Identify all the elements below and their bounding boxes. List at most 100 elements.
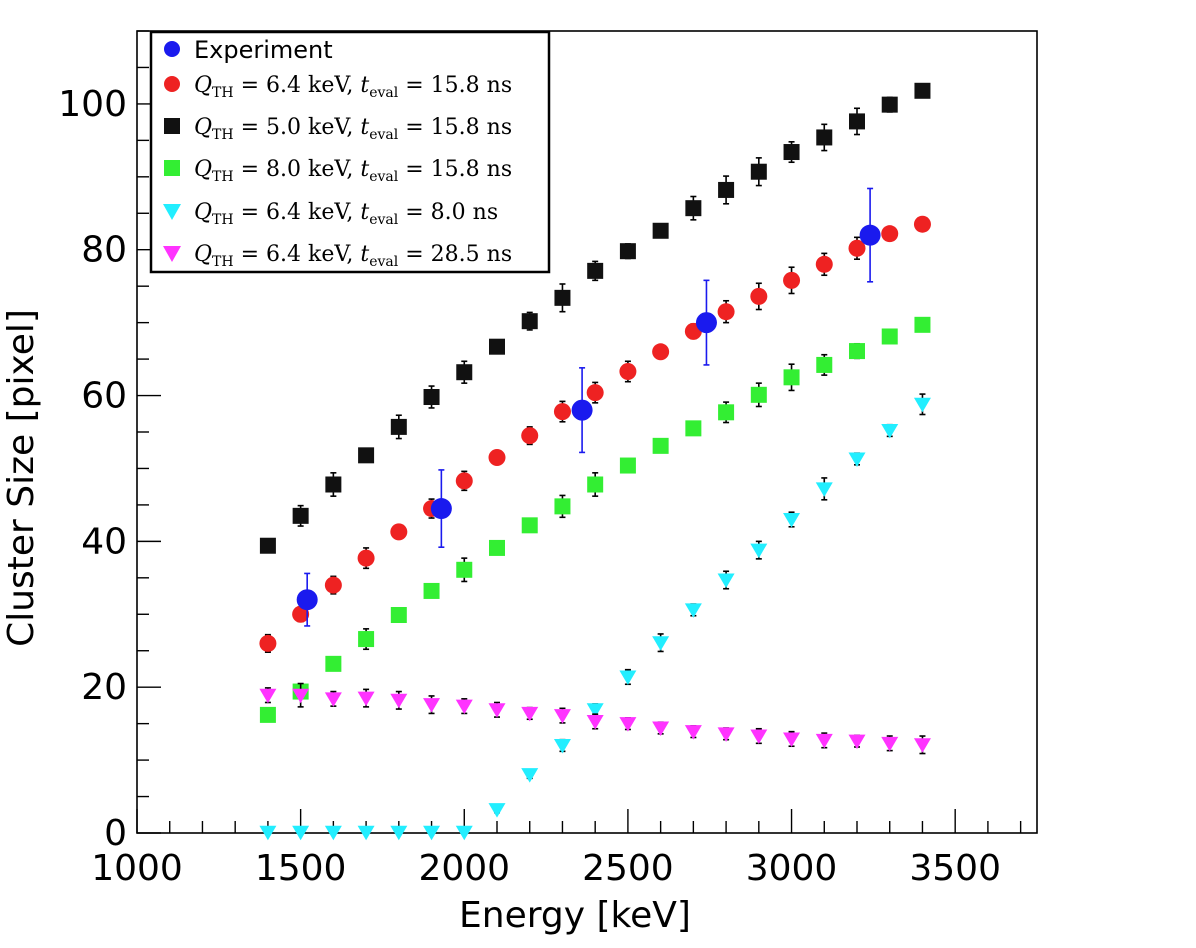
x-tick-label: 1500 bbox=[255, 848, 347, 889]
legend-entry-sim-8-0-15-8: QTH = 8.0 keV, teval = 15.8 ns bbox=[164, 157, 512, 185]
data-point bbox=[685, 420, 702, 437]
legend: Experiment QTH = 6.4 keV, teval = 15.8 n… bbox=[149, 30, 551, 274]
data-point bbox=[619, 670, 637, 685]
legend-entry-sim-6-4-28-5: QTH = 6.4 keV, teval = 28.5 ns bbox=[163, 242, 512, 270]
data-point bbox=[553, 709, 571, 724]
data-point bbox=[292, 507, 309, 524]
legend-entry-experiment: Experiment bbox=[164, 36, 333, 64]
series-1 bbox=[259, 215, 931, 653]
data-point bbox=[750, 729, 768, 745]
data-point bbox=[684, 725, 702, 740]
data-point bbox=[750, 287, 768, 305]
legend-label-sim-5-0-15-8: QTH = 5.0 keV, teval = 15.8 ns bbox=[194, 115, 512, 143]
data-point bbox=[292, 825, 310, 841]
data-point bbox=[881, 736, 899, 752]
data-point bbox=[816, 129, 833, 146]
data-point bbox=[815, 255, 833, 273]
data-point bbox=[783, 369, 800, 386]
data-point bbox=[652, 437, 669, 454]
data-point bbox=[554, 498, 571, 515]
data-point bbox=[881, 328, 898, 345]
data-point bbox=[554, 289, 571, 306]
data-point bbox=[717, 303, 735, 321]
data-point bbox=[859, 224, 881, 246]
data-point bbox=[292, 688, 310, 704]
x-tick-label: 2500 bbox=[582, 848, 674, 889]
data-point bbox=[292, 605, 310, 623]
data-point bbox=[750, 386, 767, 403]
legend-label-sim-6-4-8-0: QTH = 6.4 keV, teval = 8.0 ns bbox=[194, 200, 498, 228]
legend-label-sim-6-4-15-8: QTH = 6.4 keV, teval = 15.8 ns bbox=[194, 73, 512, 101]
legend-label-experiment: Experiment bbox=[194, 36, 333, 64]
series-4 bbox=[259, 393, 931, 841]
data-point bbox=[695, 312, 717, 334]
data-point bbox=[587, 262, 604, 279]
data-point bbox=[619, 457, 636, 474]
data-point bbox=[684, 603, 702, 618]
data-point bbox=[718, 404, 735, 421]
data-point bbox=[390, 693, 408, 709]
data-point bbox=[324, 825, 342, 841]
data-point bbox=[488, 703, 506, 718]
data-point bbox=[488, 803, 506, 818]
data-point bbox=[914, 82, 931, 99]
data-point bbox=[815, 482, 833, 497]
legend-entry-sim-5-0-15-8: QTH = 5.0 keV, teval = 15.8 ns bbox=[164, 115, 512, 143]
data-point bbox=[881, 225, 899, 243]
data-point bbox=[455, 472, 473, 490]
y-tick-label: 80 bbox=[81, 230, 127, 271]
data-point bbox=[521, 313, 538, 330]
legend-marker-sim-6-4-15-8 bbox=[164, 76, 180, 92]
data-point bbox=[881, 424, 899, 439]
data-point bbox=[586, 714, 604, 730]
series-2 bbox=[259, 82, 931, 554]
data-point bbox=[848, 734, 866, 750]
data-point bbox=[489, 338, 505, 355]
data-point bbox=[423, 582, 440, 599]
data-point bbox=[816, 356, 833, 373]
data-point bbox=[521, 706, 539, 722]
data-point bbox=[913, 215, 931, 233]
legend-entry-sim-6-4-15-8: QTH = 6.4 keV, teval = 15.8 ns bbox=[164, 73, 512, 101]
data-point bbox=[324, 692, 342, 707]
legend-marker-sim-8-0-15-8 bbox=[164, 160, 180, 176]
data-point bbox=[259, 825, 277, 841]
data-point bbox=[848, 239, 866, 257]
data-point bbox=[521, 517, 538, 534]
legend-marker-sim-6-4-28-5 bbox=[163, 246, 181, 262]
data-point bbox=[423, 825, 441, 841]
data-point bbox=[489, 539, 505, 556]
data-point bbox=[423, 389, 440, 406]
x-tick-label: 1000 bbox=[91, 848, 183, 889]
x-tick-label: 2000 bbox=[418, 848, 510, 889]
legend-marker-experiment bbox=[164, 41, 180, 57]
data-point bbox=[849, 343, 865, 360]
data-point bbox=[750, 163, 767, 180]
y-tick-label: 100 bbox=[58, 84, 127, 125]
x-tick-label: 3500 bbox=[909, 848, 1001, 889]
y-axis-title: Cluster Size [pixel] bbox=[1, 309, 42, 647]
data-point bbox=[619, 362, 637, 380]
data-point bbox=[423, 698, 441, 713]
data-point bbox=[259, 634, 277, 652]
series-3 bbox=[259, 316, 931, 723]
series-5 bbox=[259, 682, 931, 755]
data-point bbox=[521, 768, 539, 783]
legend-label-sim-8-0-15-8: QTH = 8.0 keV, teval = 15.8 ns bbox=[194, 157, 512, 185]
data-point bbox=[750, 543, 768, 559]
data-point bbox=[783, 732, 801, 747]
y-tick-label: 0 bbox=[104, 813, 127, 854]
y-tick-label: 60 bbox=[81, 376, 127, 417]
data-series bbox=[259, 82, 931, 841]
data-point bbox=[619, 717, 637, 732]
data-point bbox=[390, 418, 407, 435]
data-point bbox=[717, 727, 735, 742]
data-point bbox=[324, 576, 342, 594]
data-point bbox=[488, 449, 506, 467]
data-point bbox=[553, 739, 571, 754]
data-point bbox=[652, 222, 669, 239]
data-point bbox=[652, 721, 670, 737]
data-point bbox=[455, 699, 473, 715]
legend-entry-sim-6-4-8-0: QTH = 6.4 keV, teval = 8.0 ns bbox=[163, 200, 498, 228]
